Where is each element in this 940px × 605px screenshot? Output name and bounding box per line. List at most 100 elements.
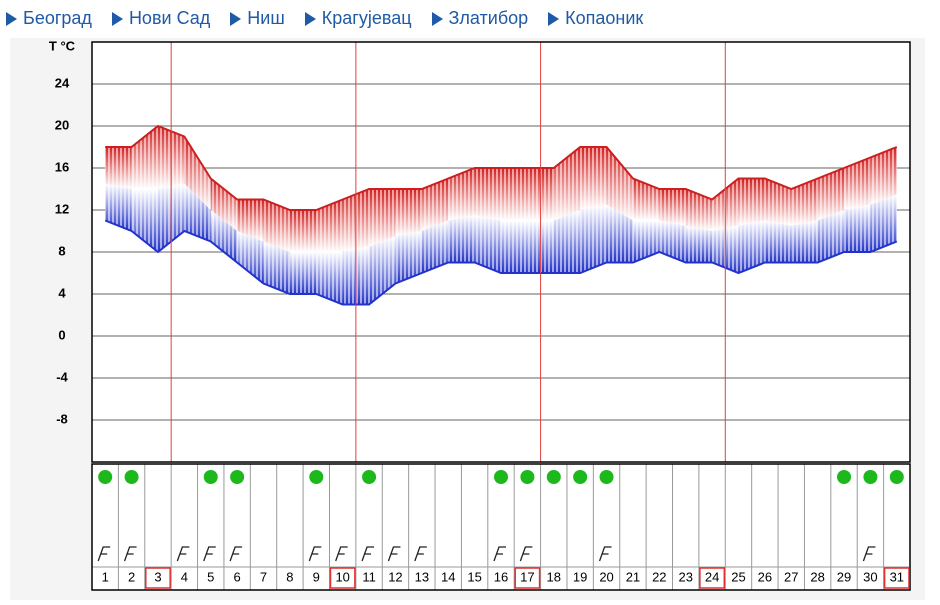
band-hatch	[421, 178, 449, 273]
band-hatch	[210, 178, 238, 263]
y-axis-label: T °C	[49, 38, 76, 53]
city-link[interactable]: Крагујевац	[305, 8, 412, 29]
f-icon	[493, 546, 506, 562]
green-dot	[520, 470, 535, 484]
band-hatch	[448, 168, 475, 263]
green-dot	[837, 470, 852, 484]
f-icon	[414, 546, 427, 562]
y-tick-label: -4	[56, 369, 68, 384]
plot-frame	[91, 41, 911, 463]
f-icon	[123, 546, 137, 562]
temp-line	[105, 124, 898, 211]
day-label: 11	[362, 569, 376, 584]
y-tick-label: 16	[55, 159, 69, 174]
band-hatch	[764, 178, 792, 263]
band-hatch	[659, 189, 686, 263]
band-hatch	[289, 210, 317, 294]
day-label: 9	[313, 569, 320, 584]
band-hatch	[316, 199, 343, 305]
day-label: 22	[652, 569, 666, 584]
city-link[interactable]: Златибор	[432, 8, 529, 29]
day-label: 4	[181, 569, 188, 584]
band-hatch	[553, 147, 581, 273]
day-label: 16	[494, 569, 508, 584]
green-dot	[362, 470, 377, 484]
city-link[interactable]: Копаоник	[548, 8, 643, 29]
day-label: 31	[890, 569, 904, 584]
y-tick-label: 4	[58, 285, 66, 300]
y-tick-label: 20	[55, 117, 69, 132]
f-icon	[97, 546, 111, 562]
band-hatch	[184, 136, 211, 242]
day-label: 27	[784, 569, 798, 584]
day-label: 13	[415, 569, 429, 584]
day-label: 25	[731, 569, 745, 584]
band-hatch	[632, 178, 660, 263]
green-dot	[889, 470, 904, 484]
band-hatch	[685, 189, 713, 263]
day-label: 26	[758, 569, 772, 584]
day-label: 30	[863, 569, 877, 584]
f-icon	[203, 546, 216, 562]
green-dot	[863, 470, 878, 484]
band-hatch	[870, 147, 897, 252]
city-link[interactable]: Београд	[6, 8, 92, 29]
y-tick-label: 8	[58, 243, 65, 258]
daily-panel-bg	[92, 464, 910, 590]
day-highlight	[883, 567, 910, 589]
band-hatch	[844, 157, 871, 252]
day-label: 29	[837, 569, 851, 584]
f-icon	[387, 546, 401, 562]
band-hatch	[263, 199, 290, 294]
city-nav: Београд Нови Сад Ниш Крагујевац Златибор…	[6, 8, 663, 29]
day-label: 24	[705, 569, 719, 584]
green-dot	[599, 470, 614, 484]
green-dot	[573, 470, 588, 484]
day-label: 14	[441, 569, 455, 584]
day-highlight	[514, 567, 541, 589]
band-hatch	[501, 168, 528, 273]
day-label: 23	[678, 569, 692, 584]
band-hatch	[791, 178, 818, 263]
f-icon	[862, 546, 876, 562]
f-icon	[335, 546, 348, 562]
band-hatch	[395, 189, 422, 284]
day-label: 20	[599, 569, 613, 584]
city-link[interactable]: Нови Сад	[112, 8, 210, 29]
day-label: 6	[234, 569, 241, 584]
band-hatch	[580, 147, 607, 273]
day-label: 28	[810, 569, 824, 584]
f-icon	[229, 546, 243, 562]
band-hatch	[474, 168, 501, 273]
day-label: 17	[520, 569, 534, 584]
day-label: 5	[207, 569, 214, 584]
y-tick-label: 12	[55, 201, 69, 216]
band-hatch	[369, 189, 396, 305]
day-label: 19	[573, 569, 587, 584]
band-hatch	[738, 178, 765, 273]
band-hatch	[237, 199, 264, 284]
f-icon	[361, 546, 375, 562]
green-dot	[309, 470, 324, 484]
f-icon	[598, 546, 612, 562]
day-label: 12	[388, 569, 402, 584]
day-label: 3	[154, 569, 161, 584]
green-dot	[98, 470, 113, 484]
day-label: 18	[547, 569, 561, 584]
band-hatch	[131, 126, 158, 252]
green-dot	[230, 470, 245, 484]
day-label: 15	[467, 569, 481, 584]
green-dot	[124, 470, 139, 484]
f-icon	[176, 546, 190, 562]
city-link[interactable]: Ниш	[230, 8, 285, 29]
y-tick-label: 0	[58, 327, 65, 342]
day-label: 2	[128, 569, 135, 584]
y-tick-label: 24	[55, 75, 70, 90]
green-dot	[203, 470, 218, 484]
y-tick-label: -8	[56, 411, 68, 426]
daily-frame	[91, 463, 911, 591]
day-label: 1	[102, 569, 109, 584]
day-highlight	[329, 567, 356, 589]
